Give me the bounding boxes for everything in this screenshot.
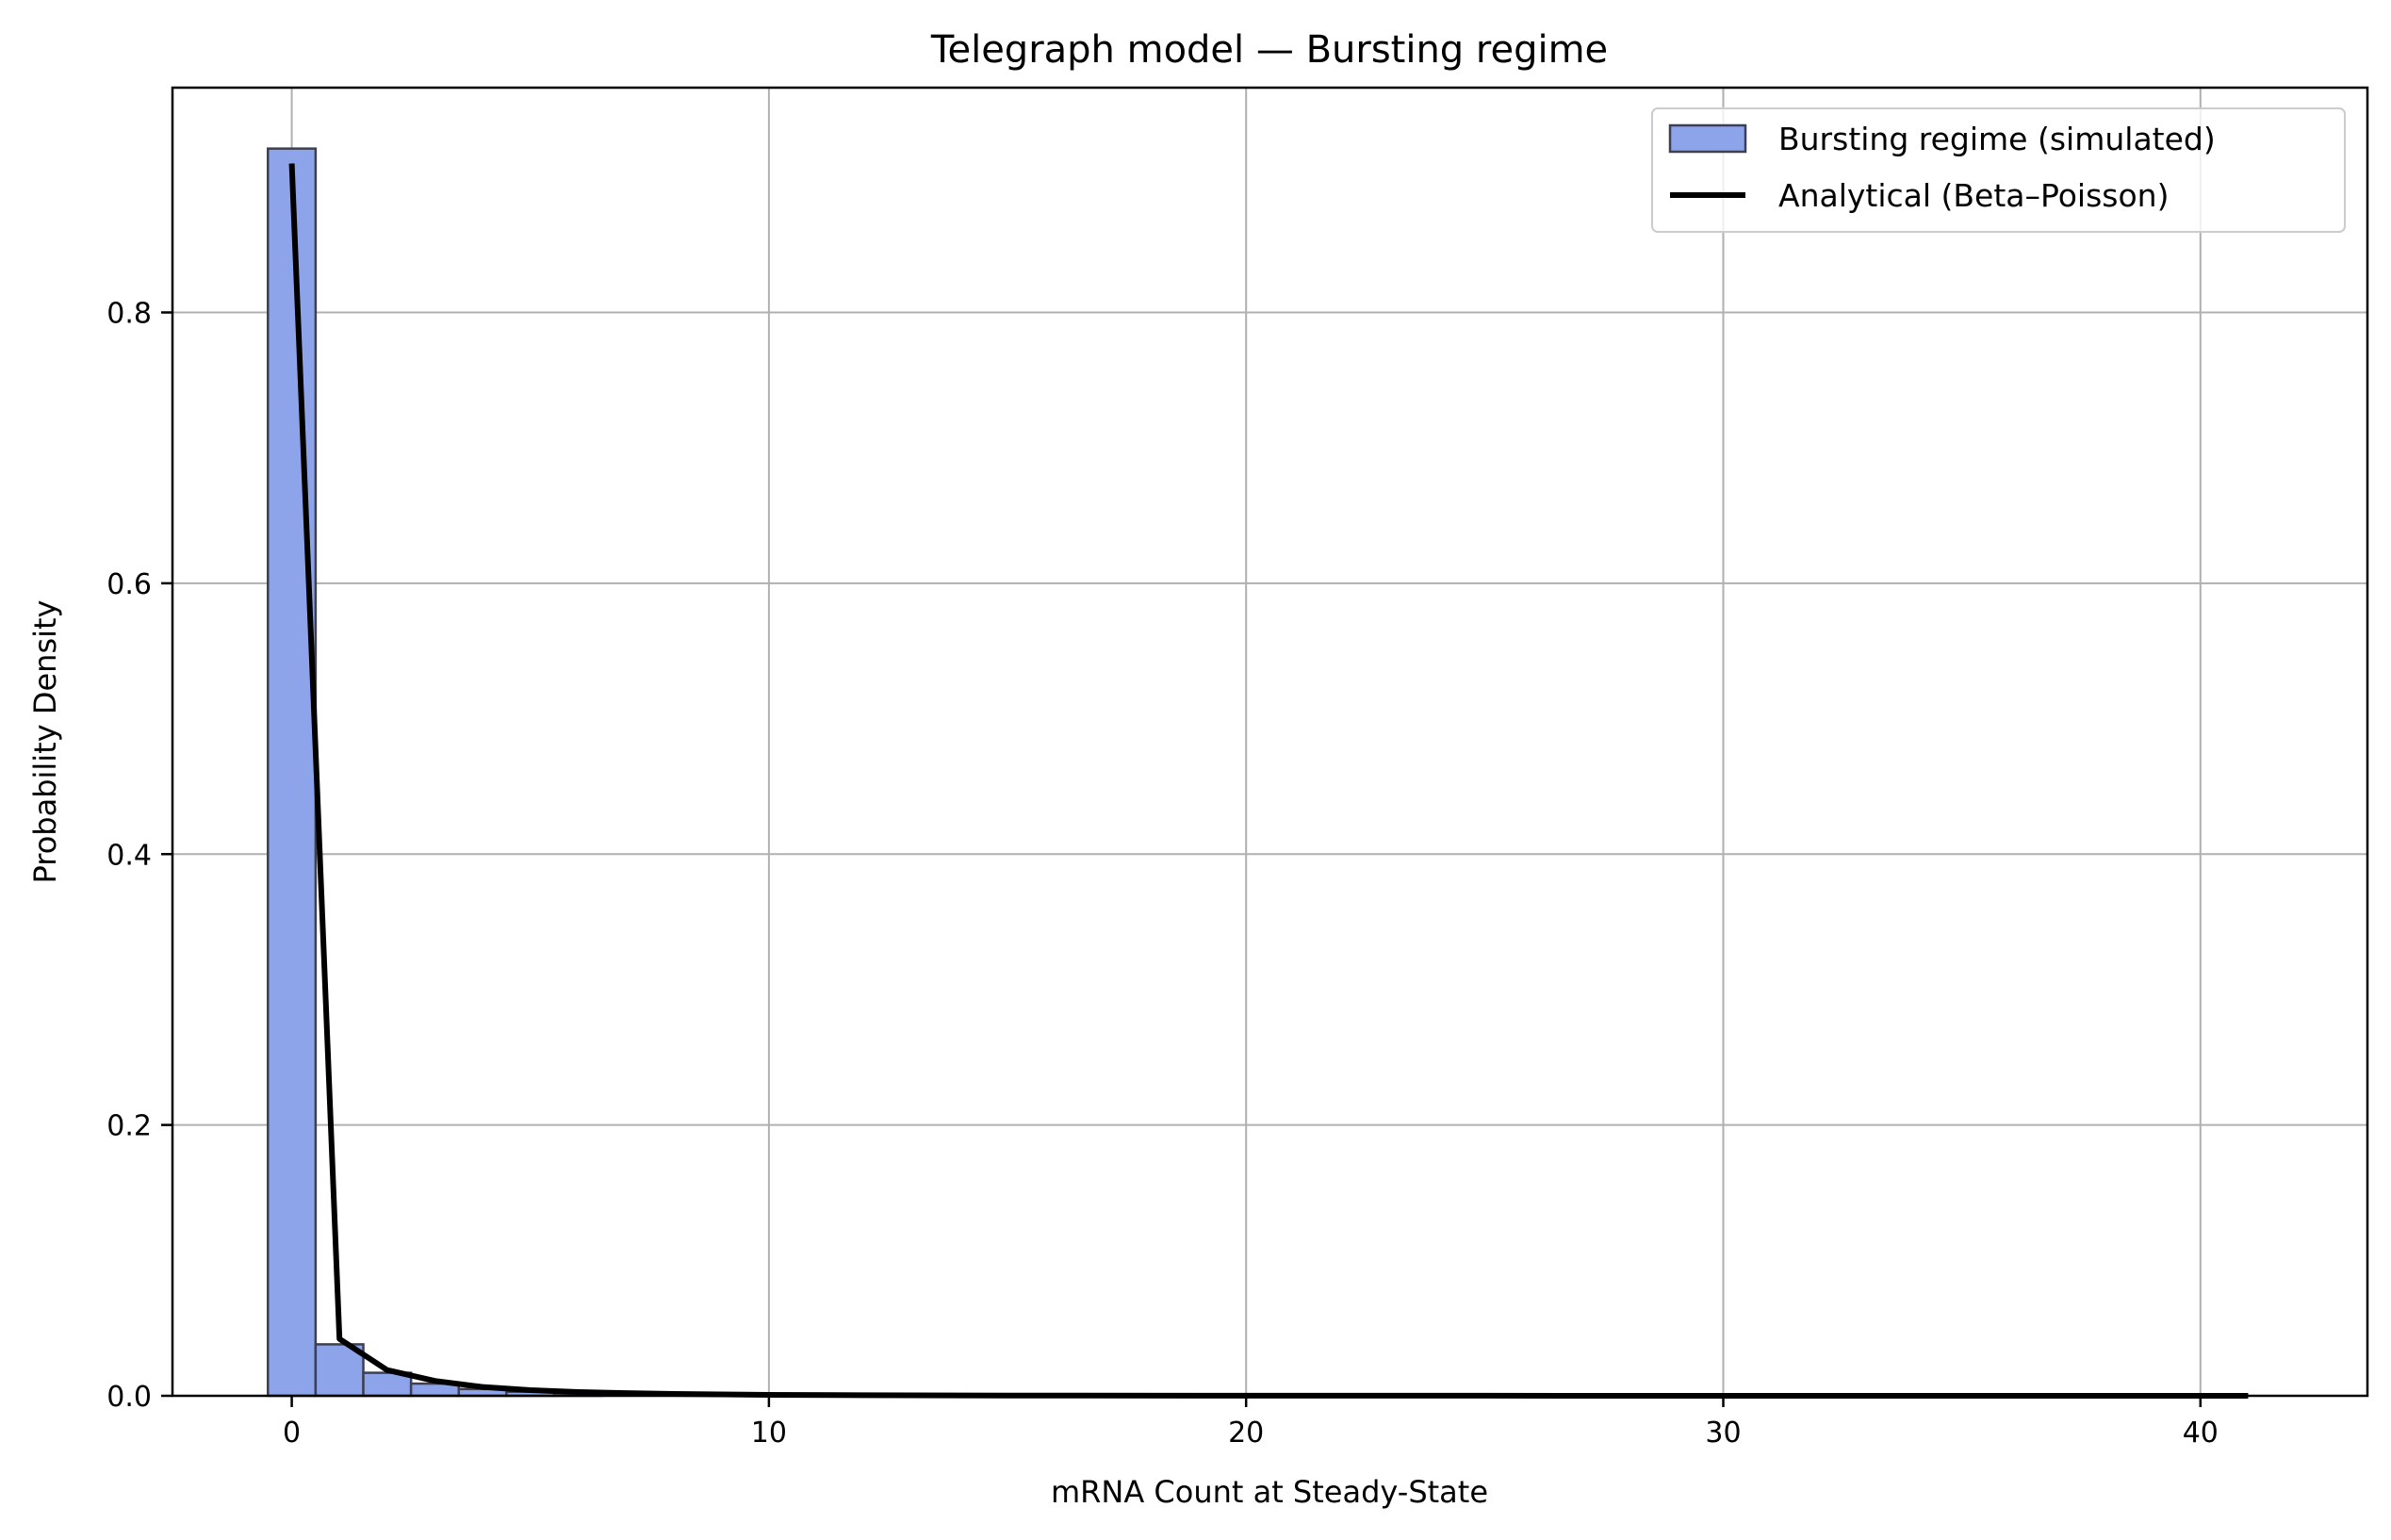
axis-ticks: 0 10 20 30 40 0.0 0.2 0.4 0.6 0.8: [106, 298, 2219, 1450]
y-tick-label: 0.4: [106, 839, 152, 872]
y-tick-label: 0.2: [106, 1110, 152, 1143]
y-tick-label: 0.0: [106, 1381, 152, 1414]
legend-swatch-histogram: [1668, 123, 1747, 154]
y-tick-label: 0.6: [106, 568, 152, 601]
x-tick-label: 30: [1705, 1417, 1741, 1450]
y-tick-label: 0.8: [106, 298, 152, 331]
legend: Bursting regime (simulated) Analytical (…: [1651, 107, 2346, 233]
y-axis-label: Probability Density: [27, 600, 63, 884]
x-tick-label: 20: [1228, 1417, 1264, 1450]
chart-title: Telegraph model — Bursting regime: [930, 28, 1608, 72]
x-tick-label: 40: [2183, 1417, 2219, 1450]
x-tick-label: 0: [283, 1417, 301, 1450]
histogram-bar: [267, 147, 318, 1398]
plot-frame: [171, 86, 2369, 1398]
legend-label-line: Analytical (Beta–Poisson): [1778, 177, 2169, 214]
x-tick-label: 10: [751, 1417, 787, 1450]
legend-label-histogram: Bursting regime (simulated): [1778, 121, 2216, 157]
legend-frame: [1651, 107, 2346, 233]
x-axis-label: mRNA Count at Steady-State: [1051, 1474, 1488, 1510]
